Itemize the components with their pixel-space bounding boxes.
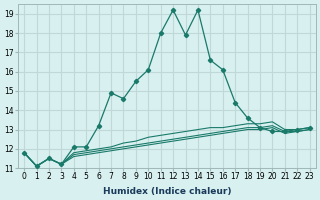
X-axis label: Humidex (Indice chaleur): Humidex (Indice chaleur): [103, 187, 231, 196]
